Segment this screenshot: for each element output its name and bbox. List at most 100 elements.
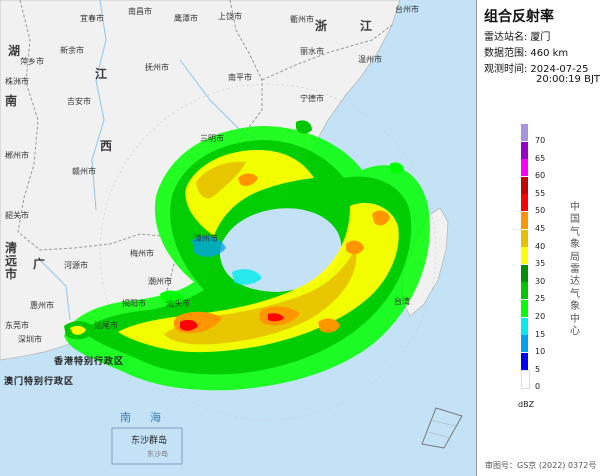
map-label: 揭阳市: [122, 299, 146, 308]
legend-tick-40: 40: [535, 241, 546, 251]
legend-swatch-50: [521, 194, 528, 212]
map-label: 香港特别行政区: [54, 357, 125, 367]
legend-swatch-25: [521, 282, 528, 300]
map-label: 东莞市: [5, 321, 29, 330]
map-label: 赣州市: [72, 167, 96, 176]
legend-unit: dBZ: [518, 400, 535, 409]
legend-tick-70: 70: [535, 136, 546, 145]
map-label: 南: [5, 94, 18, 108]
map-label: 上饶市: [218, 12, 242, 21]
legend-swatch-10: [521, 335, 528, 353]
map-label: 丽水市: [300, 47, 324, 56]
map-label: 萍乡市: [20, 57, 44, 66]
vertical-char: 雷: [570, 264, 580, 276]
map-label: 鹰潭市: [174, 14, 198, 23]
map-label: 江: [360, 19, 373, 33]
map-label: 浙: [315, 19, 328, 33]
legend-tick-0: 0: [535, 382, 541, 392]
legend-tick-10: 10: [535, 347, 546, 357]
south-sea-inset: [421, 407, 463, 449]
map-label: 东沙群岛: [131, 436, 168, 446]
legend-tick-30: 30: [535, 276, 546, 286]
province-border: [261, 24, 393, 81]
legend-tick-65: 65: [535, 153, 546, 163]
legend-swatch-5: [521, 352, 528, 370]
map-label: 远: [5, 254, 18, 268]
legend-swatch-0: [521, 370, 530, 390]
legend-tick-25: 25: [535, 294, 546, 304]
legend-swatch-15: [521, 317, 528, 335]
time-date: 2024-07-25: [530, 64, 589, 75]
map-canvas: [0, 0, 463, 465]
station-label: 雷达站名:: [484, 32, 528, 43]
legend-swatch-55: [521, 176, 528, 194]
legend-tick-60: 60: [535, 171, 546, 181]
map-label: 抚州市: [145, 63, 169, 72]
map-label: 广: [33, 257, 46, 271]
map-label: 河源市: [64, 261, 88, 270]
map-label: 衢州市: [290, 15, 314, 24]
province-border: [17, 0, 179, 251]
map-label: 宁德市: [300, 94, 324, 103]
legend-tick-45: 45: [535, 224, 546, 233]
map-label: 新余市: [60, 46, 84, 55]
map-label: 台湾: [394, 297, 410, 306]
legend-swatch-35: [521, 247, 528, 265]
map-label: 市: [5, 267, 18, 281]
map-label: 汕头市: [166, 299, 190, 308]
map-label: 江: [95, 67, 108, 81]
map-label: 汕尾市: [94, 321, 118, 330]
map-label: 清: [5, 241, 18, 255]
legend-swatch-40: [521, 229, 528, 247]
vertical-char: 象: [570, 239, 580, 251]
map-label: 郴州市: [5, 151, 29, 160]
legend-tick-35: 35: [535, 259, 546, 269]
map-label: 海: [150, 411, 161, 424]
time-clock: 20:00:19 BJT: [536, 74, 600, 85]
legend-swatch-70: [521, 124, 528, 141]
legend-tick-15: 15: [535, 329, 546, 339]
product-title: 组合反射率: [484, 9, 554, 25]
legend-swatch-65: [521, 141, 528, 159]
vertical-char: 局: [570, 251, 580, 263]
legend-swatch-60: [521, 159, 528, 177]
range-value: 460 km: [530, 48, 569, 59]
map-label: 梅州市: [130, 249, 154, 258]
radar-echo-layer: [64, 120, 430, 391]
map-label: 吉安市: [67, 97, 91, 106]
legend-tick-20: 20: [535, 312, 546, 321]
vertical-char: 心: [570, 326, 580, 338]
map-label: 深圳市: [18, 335, 42, 344]
legend-tick-55: 55: [535, 188, 546, 198]
map-label: 惠州市: [30, 301, 54, 310]
range-label: 数据范围:: [484, 48, 528, 59]
radar-range-ring: [99, 83, 437, 421]
map-label: 东沙岛: [147, 450, 168, 458]
map-label: 澳门特别行政区: [4, 377, 75, 387]
time-row: 观测时间: 2024-07-25: [484, 60, 589, 75]
legend-swatch-20: [521, 300, 528, 317]
legend-swatch-30: [521, 264, 528, 282]
map-label: 韶关市: [5, 211, 29, 220]
map-label: 南昌市: [128, 7, 152, 16]
vertical-char: 气: [570, 226, 580, 238]
map-label: 湖: [8, 44, 21, 58]
radar-map[interactable]: 南昌市 宜春市 鹰潭市 上饶市 衢州市浙江台州市湖萍乡市 新余市 抚州市 丽水市 温州市 株洲市江…: [0, 0, 476, 476]
map-label: 南: [120, 411, 131, 424]
legend-tick-50: 50: [535, 206, 546, 216]
legend-tick-5: 5: [535, 364, 541, 374]
map-label: 南平市: [228, 73, 252, 82]
legend-swatch-45: [521, 212, 528, 229]
vertical-char: 国: [570, 214, 580, 226]
map-label: 宜春市: [80, 14, 104, 23]
map-label: 台州市: [395, 5, 419, 14]
map-label: 西: [100, 139, 113, 153]
info-panel: 组合反射率 雷达站名: 厦门 数据范围: 460 km 观测时间: 2024-07-2…: [476, 0, 600, 476]
map-label: 三明市: [200, 134, 224, 143]
map-label: 潮州市: [148, 277, 172, 286]
map-approval-number: 审图号：GS京 (2022) 0372号: [485, 461, 597, 470]
time-label: 观测时间:: [484, 64, 528, 75]
map-label: 株洲市: [5, 77, 29, 86]
vertical-char: 气: [570, 288, 580, 300]
